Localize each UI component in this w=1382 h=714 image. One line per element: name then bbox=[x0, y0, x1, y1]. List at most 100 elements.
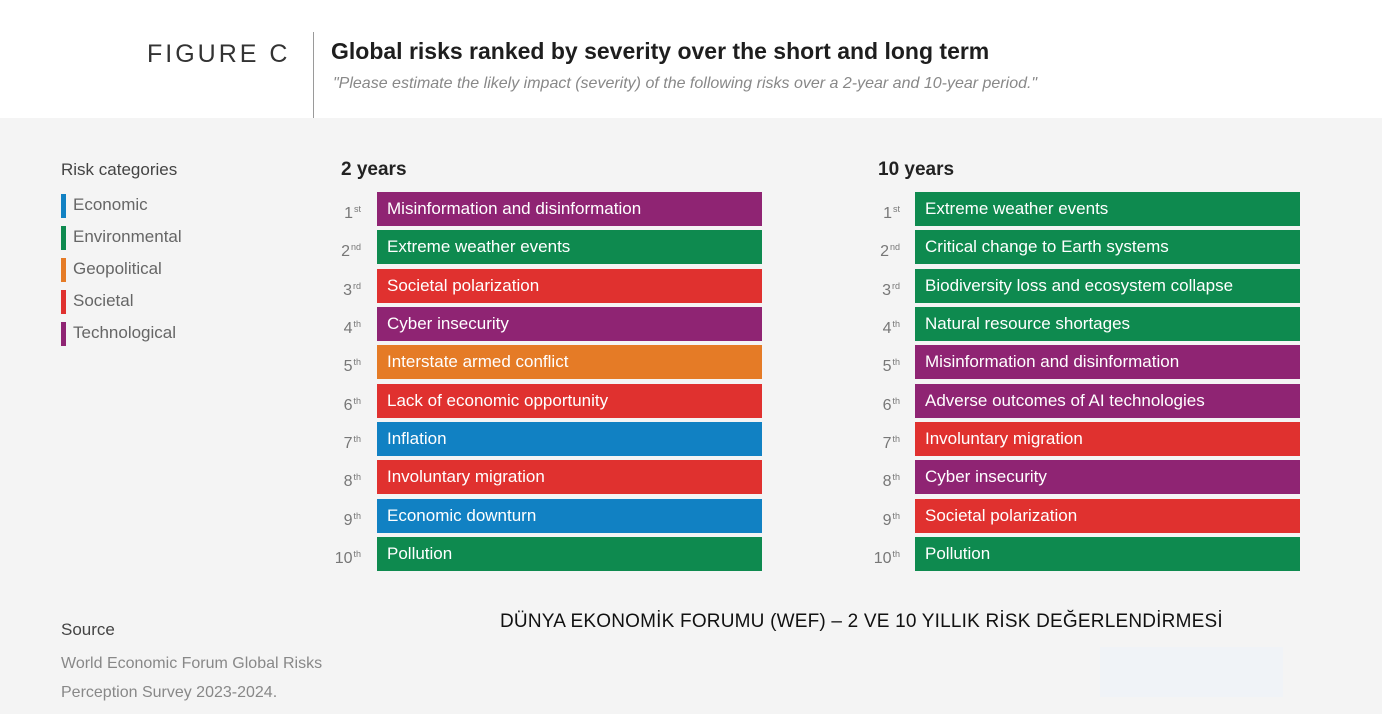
rank-suffix: th bbox=[353, 396, 361, 406]
risk-bar: Societal polarization bbox=[915, 499, 1300, 533]
legend-swatch-geopolitical bbox=[61, 258, 66, 282]
rank-suffix: th bbox=[892, 549, 900, 559]
rank-suffix: th bbox=[353, 357, 361, 367]
rank-number: 5 bbox=[343, 358, 353, 375]
rank-number: 2 bbox=[880, 243, 889, 260]
rank-label: 2nd bbox=[323, 230, 361, 264]
rank-number: 9 bbox=[882, 512, 892, 529]
risk-bar: Societal polarization bbox=[377, 269, 762, 303]
column-title-2-years: 2 years bbox=[341, 159, 407, 180]
legend-swatch-societal bbox=[61, 290, 66, 314]
rank-suffix: th bbox=[353, 472, 361, 482]
risk-bar: Economic downturn bbox=[377, 499, 762, 533]
chart-subtitle: "Please estimate the likely impact (seve… bbox=[333, 75, 1038, 92]
rank-suffix: rd bbox=[352, 281, 361, 291]
rank-number: 2 bbox=[341, 243, 350, 260]
rank-number: 1 bbox=[344, 205, 353, 222]
legend-swatch-environmental bbox=[61, 226, 66, 250]
rank-number: 6 bbox=[343, 397, 353, 414]
risk-bar: Inflation bbox=[377, 422, 762, 456]
rank-number: 5 bbox=[882, 358, 892, 375]
column-title-10-years: 10 years bbox=[878, 159, 955, 180]
rank-suffix: th bbox=[353, 434, 361, 444]
risk-bar: Extreme weather events bbox=[377, 230, 762, 264]
risk-bar: Involuntary migration bbox=[915, 422, 1300, 456]
rank-suffix: th bbox=[353, 549, 361, 559]
risk-bar: Critical change to Earth systems bbox=[915, 230, 1300, 264]
risk-bar: Extreme weather events bbox=[915, 192, 1300, 226]
chart-title: Global risks ranked by severity over the… bbox=[331, 38, 990, 64]
rank-suffix: th bbox=[892, 357, 900, 367]
rank-label: 4th bbox=[323, 307, 361, 341]
risk-bar: Misinformation and disinformation bbox=[377, 192, 762, 226]
legend-label: Technological bbox=[73, 323, 177, 342]
risk-bar: Pollution bbox=[915, 537, 1300, 571]
risk-bar: Biodiversity loss and ecosystem collapse bbox=[915, 269, 1300, 303]
figure-header: FIGURE C Global risks ranked by severity… bbox=[0, 0, 1382, 118]
source-title: Source bbox=[61, 620, 115, 639]
figure-label: FIGURE C bbox=[147, 40, 291, 68]
rank-number: 7 bbox=[343, 435, 353, 452]
risk-bar: Pollution bbox=[377, 537, 762, 571]
rank-number: 9 bbox=[343, 512, 353, 529]
rank-suffix: th bbox=[892, 434, 900, 444]
rank-label: 7th bbox=[323, 422, 361, 456]
legend-label: Geopolitical bbox=[73, 259, 162, 278]
rank-number: 8 bbox=[343, 473, 353, 490]
rank-label: 8th bbox=[323, 460, 361, 494]
legend-title: Risk categories bbox=[61, 160, 178, 179]
legend-label: Economic bbox=[73, 195, 148, 214]
rank-number: 7 bbox=[882, 435, 892, 452]
source-line: World Economic Forum Global Risks bbox=[61, 655, 323, 672]
rank-suffix: st bbox=[353, 204, 361, 214]
rank-number: 1 bbox=[883, 205, 892, 222]
risk-bar: Natural resource shortages bbox=[915, 307, 1300, 341]
legend-item-economic: Economic bbox=[61, 193, 182, 225]
legend-swatch-economic bbox=[61, 194, 66, 218]
legend-swatch-technological bbox=[61, 322, 66, 346]
rank-number: 4 bbox=[882, 320, 892, 337]
rank-suffix: st bbox=[892, 204, 900, 214]
rank-number: 10 bbox=[873, 550, 892, 567]
rank-suffix: rd bbox=[891, 281, 900, 291]
rank-label: 1st bbox=[862, 192, 900, 226]
source-line: Perception Survey 2023-2024. bbox=[61, 684, 278, 701]
rank-number: 8 bbox=[882, 473, 892, 490]
rank-number: 4 bbox=[343, 320, 353, 337]
source-block: Source World Economic Forum Global Risks… bbox=[61, 620, 322, 707]
legend: Risk categories Economic Environmental G… bbox=[61, 160, 182, 353]
risk-bar: Adverse outcomes of AI technologies bbox=[915, 384, 1300, 418]
rank-number: 3 bbox=[882, 282, 891, 299]
rank-label: 9th bbox=[862, 499, 900, 533]
legend-item-geopolitical: Geopolitical bbox=[61, 257, 182, 289]
faint-overlay-box bbox=[1100, 647, 1283, 697]
rank-suffix: th bbox=[892, 472, 900, 482]
rank-label: 9th bbox=[323, 499, 361, 533]
legend-item-technological: Technological bbox=[61, 321, 182, 353]
rank-label: 1st bbox=[323, 192, 361, 226]
rank-suffix: th bbox=[892, 511, 900, 521]
risk-bar: Misinformation and disinformation bbox=[915, 345, 1300, 379]
header-divider bbox=[313, 32, 314, 118]
rank-number: 6 bbox=[882, 397, 892, 414]
rank-label: 6th bbox=[862, 384, 900, 418]
rank-label: 10th bbox=[323, 537, 361, 571]
legend-item-environmental: Environmental bbox=[61, 225, 182, 257]
rank-label: 5th bbox=[862, 345, 900, 379]
rank-suffix: th bbox=[892, 319, 900, 329]
rank-label: 2nd bbox=[862, 230, 900, 264]
rank-label: 10th bbox=[862, 537, 900, 571]
rank-suffix: th bbox=[353, 319, 361, 329]
risk-bar: Interstate armed conflict bbox=[377, 345, 762, 379]
legend-item-societal: Societal bbox=[61, 289, 182, 321]
rank-label: 3rd bbox=[862, 269, 900, 303]
rank-suffix: nd bbox=[350, 242, 361, 252]
rank-label: 8th bbox=[862, 460, 900, 494]
rank-label: 7th bbox=[862, 422, 900, 456]
rank-suffix: th bbox=[353, 511, 361, 521]
risk-bar: Lack of economic opportunity bbox=[377, 384, 762, 418]
rank-suffix: nd bbox=[889, 242, 900, 252]
rank-suffix: th bbox=[892, 396, 900, 406]
rank-label: 6th bbox=[323, 384, 361, 418]
legend-label: Environmental bbox=[73, 227, 182, 246]
